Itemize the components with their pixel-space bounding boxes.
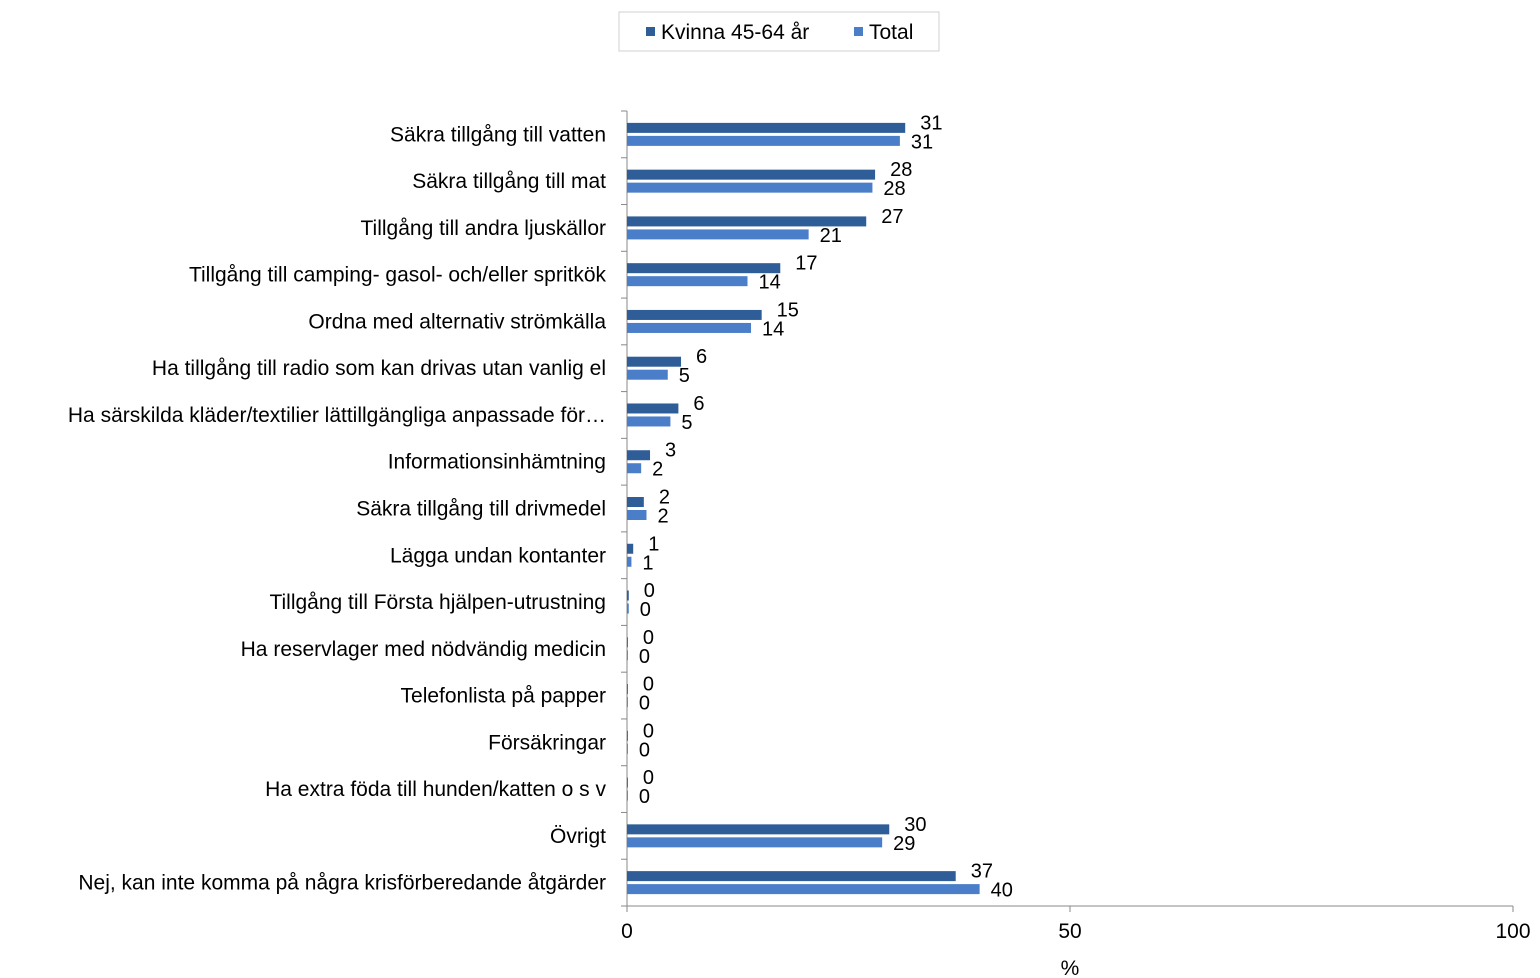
data-label-series-1: 0 <box>643 767 654 789</box>
bar-series-1 <box>627 543 634 554</box>
bar-series-1 <box>627 590 629 601</box>
data-label-series-2: 28 <box>883 178 905 200</box>
category-label: Ha särskilda kläder/textilier lättillgän… <box>68 404 606 427</box>
bar-series-1 <box>627 730 628 741</box>
data-label-series-1: 3 <box>665 440 676 462</box>
bar-series-2 <box>627 229 809 240</box>
data-label-series-1: 17 <box>795 253 817 275</box>
bar-series-2 <box>627 603 629 614</box>
data-label-series-2: 0 <box>639 646 650 668</box>
data-label-series-2: 0 <box>639 739 650 761</box>
bar-series-1 <box>627 356 682 367</box>
bar-series-2 <box>627 697 628 708</box>
category-label: Övrigt <box>550 825 606 848</box>
category-label: Säkra tillgång till drivmedel <box>356 498 606 521</box>
data-label-series-2: 14 <box>762 318 784 340</box>
x-tick-label: 100 <box>1495 920 1530 943</box>
category-label: Försäkringar <box>488 731 606 754</box>
data-label-series-2: 0 <box>639 786 650 808</box>
legend-label-series-2: Total <box>869 21 913 44</box>
category-label: Ordna med alternativ strömkälla <box>308 310 606 333</box>
bar-series-2 <box>627 650 628 661</box>
bar-series-1 <box>627 684 628 695</box>
bar-series-1 <box>627 169 876 180</box>
bar-series-1 <box>627 403 679 414</box>
data-label-series-2: 40 <box>991 880 1013 902</box>
bar-series-1 <box>627 824 890 835</box>
category-label: Informationsinhämtning <box>388 451 606 474</box>
bar-series-2 <box>627 463 642 474</box>
bar-series-1 <box>627 216 867 227</box>
data-label-series-1: 37 <box>971 861 993 883</box>
legend-frame <box>618 11 940 52</box>
data-label-series-1: 6 <box>693 393 704 415</box>
bar-series-1 <box>627 777 628 788</box>
bar-series-1 <box>627 497 644 507</box>
bar-series-2 <box>627 510 647 520</box>
data-label-series-1: 2 <box>659 487 670 509</box>
bar-series-1 <box>627 637 628 648</box>
data-label-series-1: 6 <box>696 346 707 368</box>
data-label-series-2: 29 <box>893 833 915 855</box>
bar-series-1 <box>627 450 651 461</box>
category-label: Nej, kan inte komma på några krisförbere… <box>78 872 606 895</box>
bar-series-2 <box>627 743 628 754</box>
data-label-series-1: 15 <box>777 299 799 321</box>
data-label-series-1: 0 <box>643 627 654 649</box>
data-label-series-1: 1 <box>648 533 659 555</box>
category-label: Ha reservlager med nödvändig medicin <box>241 638 606 661</box>
data-label-series-2: 0 <box>639 693 650 715</box>
data-label-series-2: 31 <box>911 131 933 153</box>
x-tick-label: 50 <box>1058 920 1081 943</box>
category-label: Säkra tillgång till vatten <box>390 123 606 146</box>
bar-series-2 <box>627 276 748 287</box>
bar-series-1 <box>627 122 906 133</box>
category-label: Ha extra föda till hunden/katten o s v <box>265 778 606 801</box>
bar-series-2 <box>627 369 668 380</box>
category-label: Lägga undan kontanter <box>390 544 606 567</box>
category-label: Tillgång till andra ljuskällor <box>361 217 607 240</box>
bar-series-2 <box>627 837 883 848</box>
bar-series-1 <box>627 263 781 274</box>
data-label-series-2: 1 <box>642 552 653 574</box>
category-label: Tillgång till Första hjälpen-utrustning <box>269 591 606 614</box>
data-label-series-2: 2 <box>657 506 668 528</box>
bar-series-2 <box>627 884 980 895</box>
bar-series-2 <box>627 182 873 193</box>
data-label-series-2: 14 <box>758 272 780 294</box>
data-label-series-2: 0 <box>640 599 651 621</box>
legend-swatch-series-1 <box>646 27 655 36</box>
bar-series-2 <box>627 556 632 567</box>
category-label: Ha tillgång till radio som kan drivas ut… <box>152 357 606 380</box>
x-axis-title: % <box>1061 957 1080 978</box>
data-label-series-1: 0 <box>643 674 654 696</box>
x-tick-label: 0 <box>621 920 633 943</box>
legend-label-series-1: Kvinna 45-64 år <box>661 21 809 44</box>
bar-series-1 <box>627 309 762 320</box>
data-label-series-2: 5 <box>679 365 690 387</box>
category-label: Tillgång till camping- gasol- och/eller … <box>189 264 607 287</box>
data-label-series-1: 31 <box>920 112 942 134</box>
bar-series-2 <box>627 416 671 427</box>
data-label-series-1: 27 <box>881 206 903 228</box>
category-label: Telefonlista på papper <box>401 685 606 708</box>
bar-series-2 <box>627 322 752 333</box>
bar-series-1 <box>627 871 956 882</box>
data-label-series-1: 0 <box>643 720 654 742</box>
legend-swatch-series-2 <box>854 27 863 36</box>
bar-series-2 <box>627 135 900 146</box>
legend: Kvinna 45-64 år Total <box>618 11 940 52</box>
data-label-series-2: 21 <box>820 225 842 247</box>
data-label-series-2: 2 <box>652 459 663 481</box>
data-label-series-1: 28 <box>890 159 912 181</box>
data-label-series-2: 5 <box>681 412 692 434</box>
category-label: Säkra tillgång till mat <box>412 170 606 193</box>
bar-series-2 <box>627 790 628 801</box>
data-label-series-1: 30 <box>904 814 926 836</box>
data-label-series-1: 0 <box>644 580 655 602</box>
